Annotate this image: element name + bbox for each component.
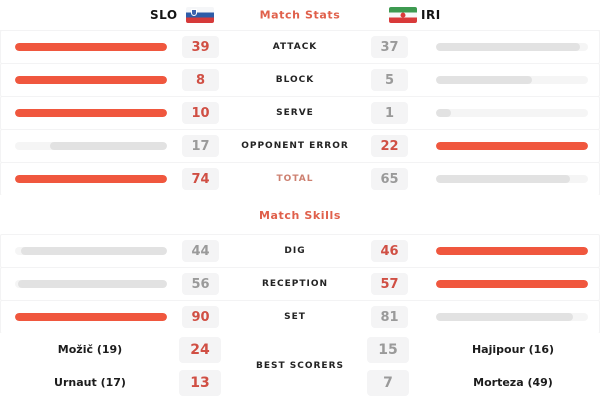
stat-row: 90 SET 81 (0, 300, 600, 334)
bar-fill (21, 247, 167, 255)
away-stat-bar (436, 142, 588, 150)
away-stat-bar (436, 247, 588, 255)
away-stat-value: 81 (371, 306, 408, 328)
bar-fill (436, 247, 588, 255)
away-stat-value: 37 (371, 36, 408, 58)
home-stat-value: 90 (182, 306, 219, 328)
skills-rows: 44 DIG 46 56 RECEPTION 57 90 SET 81 (0, 234, 600, 334)
stat-row: 56 RECEPTION 57 (0, 267, 600, 301)
away-player-name: Hajipour (16) (471, 343, 555, 356)
stat-row: 17 OPPONENT ERROR 22 (0, 129, 600, 163)
home-stat-bar (15, 175, 167, 183)
stat-label: RECEPTION (261, 279, 329, 289)
home-stat-bar (15, 280, 167, 288)
away-player-name: Morteza (49) (473, 376, 553, 389)
bar-fill (15, 76, 167, 84)
stat-label: SET (284, 312, 306, 322)
away-player-points: 15 (367, 336, 409, 363)
bar-fill (18, 280, 167, 288)
home-stat-bar (15, 142, 167, 150)
iran-emblem (400, 12, 406, 18)
bar-fill (436, 280, 588, 288)
away-stat-bar (436, 76, 588, 84)
stat-label: DIG (284, 246, 306, 256)
stat-label: ATTACK (272, 42, 318, 52)
away-stat-value: 65 (371, 168, 408, 190)
home-stat-bar (15, 109, 167, 117)
home-player-points: 13 (179, 369, 221, 396)
slovenia-flag-icon (186, 7, 214, 23)
stat-row: 39 ATTACK 37 (0, 30, 600, 64)
away-stat-bar (436, 313, 588, 321)
bar-fill (436, 43, 581, 51)
home-stat-value: 44 (182, 240, 219, 262)
bar-fill (15, 43, 167, 51)
bar-fill (49, 142, 167, 150)
away-stat-value: 46 (371, 240, 408, 262)
bar-fill (15, 175, 167, 183)
stat-row: 10 SERVE 1 (0, 96, 600, 130)
home-team-code: SLO (150, 8, 178, 22)
stat-row: 44 DIG 46 (0, 234, 600, 268)
bar-fill (15, 313, 167, 321)
away-team-code: IRI (421, 8, 441, 22)
home-stat-bar (15, 247, 167, 255)
away-stat-value: 22 (371, 135, 408, 157)
home-stat-bar (15, 43, 167, 51)
away-stat-bar (436, 280, 588, 288)
home-player-name: Urnaut (17) (54, 376, 126, 389)
match-skills-title: Match Skills (0, 195, 600, 235)
away-stat-bar (436, 43, 588, 51)
home-stat-value: 8 (182, 69, 219, 91)
iran-flag-icon (389, 7, 417, 23)
bar-fill (436, 76, 532, 84)
home-stat-value: 56 (182, 273, 219, 295)
away-stat-value: 57 (371, 273, 408, 295)
away-player-points: 7 (367, 369, 409, 396)
stat-label: BLOCK (275, 75, 315, 85)
bar-fill (436, 142, 588, 150)
home-stat-value: 74 (182, 168, 219, 190)
away-stat-value: 5 (371, 69, 408, 91)
slovenia-coat-of-arms (191, 9, 197, 16)
stat-label: OPPONENT ERROR (241, 141, 349, 151)
stat-row: 74 TOTAL 65 (0, 162, 600, 196)
stat-row: 8 BLOCK 5 (0, 63, 600, 97)
bar-fill (436, 109, 452, 117)
scorer-row: Urnaut (17) 13 7 Morteza (49) (0, 366, 600, 399)
stats-rows: 39 ATTACK 37 8 BLOCK 5 10 SERVE 1 17 OPP… (0, 30, 600, 196)
stat-label: TOTAL (276, 174, 314, 184)
home-player-name: Možič (19) (57, 343, 123, 356)
scorer-rows: Možič (19) 24 15 Hajipour (16) Urnaut (1… (0, 333, 600, 399)
away-stat-value: 1 (371, 102, 408, 124)
away-stat-bar (436, 175, 588, 183)
best-scorers-section: Možič (19) 24 15 Hajipour (16) Urnaut (1… (0, 333, 600, 399)
away-stat-bar (436, 109, 588, 117)
home-stat-value: 17 (182, 135, 219, 157)
home-stat-value: 39 (182, 36, 219, 58)
match-header: SLO Match Stats IRI (0, 0, 600, 31)
home-player-points: 24 (179, 336, 221, 363)
bar-fill (436, 313, 573, 321)
home-stat-bar (15, 76, 167, 84)
bar-fill (15, 109, 167, 117)
stat-label: SERVE (276, 108, 314, 118)
bar-fill (436, 175, 570, 183)
home-stat-bar (15, 313, 167, 321)
scorer-row: Možič (19) 24 15 Hajipour (16) (0, 333, 600, 366)
home-stat-value: 10 (182, 102, 219, 124)
match-stats-title: Match Stats (259, 8, 341, 22)
